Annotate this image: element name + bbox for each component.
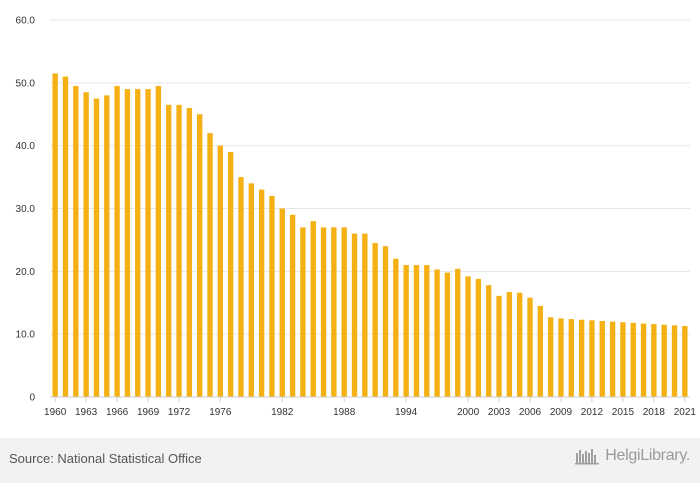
- x-tick-label: 2000: [457, 407, 480, 418]
- x-tick-label: 2021: [674, 407, 697, 418]
- bar-1989: [351, 233, 358, 397]
- bar-2000: [465, 276, 471, 397]
- x-tick-label: 2018: [643, 407, 666, 418]
- bar-2012: [589, 320, 595, 397]
- bar-1964: [93, 98, 100, 397]
- x-tick-label: 1966: [106, 407, 129, 418]
- bar-2017: [640, 323, 647, 397]
- bar-2002: [486, 285, 492, 397]
- bar-1962: [73, 85, 79, 397]
- y-tick-label: 20.0: [16, 267, 36, 278]
- y-tick-label: 60.0: [16, 16, 36, 27]
- bar-2021: [682, 326, 688, 397]
- bar-1968: [135, 89, 141, 398]
- bar-1986: [320, 227, 327, 397]
- bar-2010: [568, 319, 574, 397]
- bar-2015: [620, 322, 626, 397]
- bar-1969: [145, 89, 151, 398]
- bar-1979: [248, 183, 254, 397]
- helgi-library-logo: HelgiLibrary.: [575, 447, 690, 465]
- bars: [52, 73, 688, 398]
- x-tick-label: 2003: [488, 407, 511, 418]
- bar-2016: [630, 322, 636, 397]
- bar-2014: [609, 321, 616, 397]
- x-tick-label: 1963: [75, 407, 98, 418]
- y-tick-label: 40.0: [16, 141, 36, 152]
- bar-1982: [279, 208, 285, 397]
- bar-1995: [413, 265, 420, 397]
- bar-1977: [227, 151, 234, 397]
- y-tick-label: 10.0: [16, 330, 36, 341]
- bar-1992: [382, 246, 389, 397]
- bar-1980: [258, 189, 265, 397]
- bar-1981: [269, 195, 275, 397]
- bar-2007: [537, 305, 544, 397]
- bar-1997: [434, 269, 440, 397]
- bar-2011: [578, 319, 585, 397]
- x-tick-label: 1994: [395, 407, 418, 418]
- x-tick-label: 2006: [519, 407, 542, 418]
- bar-2003: [496, 295, 502, 397]
- bar-1966: [114, 85, 120, 397]
- x-tick-label: 2012: [581, 407, 604, 418]
- bar-1991: [372, 243, 378, 397]
- bar-1987: [331, 227, 337, 397]
- bar-2001: [475, 278, 482, 397]
- bar-1960: [52, 73, 58, 397]
- x-tick-label: 2009: [550, 407, 573, 418]
- bar-1972: [176, 104, 182, 397]
- bar-2020: [671, 325, 678, 397]
- x-tick-label: 1972: [168, 407, 191, 418]
- bar-2019: [661, 324, 667, 397]
- bar-1961: [62, 76, 69, 398]
- bar-1970: [155, 85, 162, 397]
- bar-2018: [651, 324, 657, 397]
- y-tick-label: 50.0: [16, 78, 36, 89]
- bar-1994: [403, 265, 409, 397]
- logo-text: HelgiLibrary.: [605, 447, 690, 464]
- x-tick-label: 1969: [137, 407, 160, 418]
- bar-1965: [104, 95, 110, 398]
- bar-1993: [393, 258, 399, 397]
- bar-1985: [310, 221, 316, 397]
- y-axis-ticks: 0 10.0 20.0 30.0 40.0 50.0 60.0: [16, 16, 36, 404]
- x-tick-label: 1976: [209, 407, 232, 418]
- source-note: Source: National Statistical Office: [9, 451, 202, 466]
- bar-2009: [558, 318, 564, 397]
- bar-1990: [362, 233, 368, 397]
- bar-1971: [166, 104, 172, 397]
- bar-1976: [217, 145, 224, 397]
- bar-1999: [455, 268, 461, 397]
- bar-2004: [506, 292, 513, 397]
- bar-chart: 010.020.030.040.050.060.0 1960 1963 1966 19…: [16, 16, 697, 419]
- x-tick-label: 1982: [271, 407, 294, 418]
- footer: Source: National Statistical Office Helg…: [0, 438, 700, 483]
- library-icon: [575, 449, 600, 465]
- x-tick-label: 1988: [333, 407, 356, 418]
- bar-1973: [186, 107, 193, 397]
- bar-2008: [547, 317, 554, 397]
- bar-1998: [444, 272, 451, 397]
- y-tick-label: 30.0: [16, 204, 36, 215]
- bar-1983: [289, 214, 296, 397]
- bar-1963: [83, 92, 89, 397]
- bar-2005: [516, 292, 523, 397]
- bar-1984: [300, 227, 306, 397]
- bar-1988: [341, 227, 347, 397]
- y-tick-label: 0: [29, 393, 35, 404]
- bar-1967: [124, 89, 131, 398]
- bar-2006: [527, 297, 533, 397]
- x-axis-ticks: 1960 1963 1966 1969 1972 1976 1982 1988 1994 2000…: [44, 397, 696, 418]
- bar-1974: [196, 114, 203, 397]
- bar-1996: [424, 265, 430, 397]
- x-tick-label: 1960: [44, 407, 67, 418]
- bar-2013: [599, 320, 605, 397]
- bar-1978: [238, 177, 244, 397]
- x-tick-label: 2015: [612, 407, 635, 418]
- bar-1975: [207, 133, 213, 397]
